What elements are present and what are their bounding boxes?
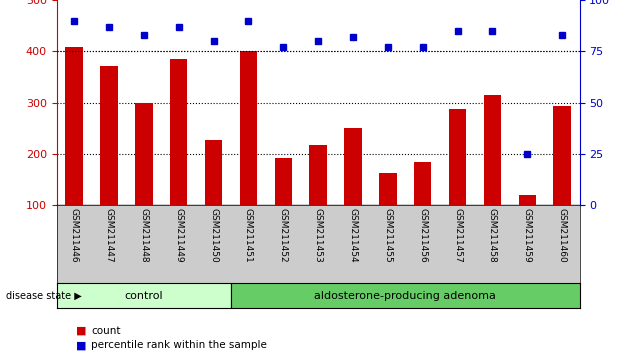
Text: GSM211447: GSM211447	[105, 208, 113, 262]
Text: GSM211452: GSM211452	[279, 208, 288, 262]
Bar	[553, 106, 571, 205]
Bar	[344, 128, 362, 205]
Bar	[66, 47, 83, 205]
Text: GSM211450: GSM211450	[209, 208, 218, 262]
Text: percentile rank within the sample: percentile rank within the sample	[91, 340, 267, 350]
Text: control: control	[125, 291, 163, 301]
Text: GSM211457: GSM211457	[453, 208, 462, 262]
Bar	[205, 139, 222, 205]
Text: GSM211448: GSM211448	[139, 208, 148, 262]
Text: GSM211458: GSM211458	[488, 208, 497, 262]
Text: GSM211459: GSM211459	[523, 208, 532, 262]
Bar	[414, 162, 432, 205]
Text: GSM211449: GSM211449	[175, 208, 183, 262]
Text: GSM211456: GSM211456	[418, 208, 427, 262]
Text: aldosterone-producing adenoma: aldosterone-producing adenoma	[314, 291, 496, 301]
Bar	[100, 66, 118, 205]
Text: GSM211451: GSM211451	[244, 208, 253, 262]
Bar	[518, 195, 536, 205]
Bar	[239, 51, 257, 205]
Text: GSM211454: GSM211454	[348, 208, 357, 262]
Text: ■: ■	[76, 340, 86, 350]
Bar	[135, 103, 152, 205]
Text: GSM211455: GSM211455	[384, 208, 392, 262]
Bar	[57, 283, 231, 308]
Text: ■: ■	[76, 326, 86, 336]
Text: count: count	[91, 326, 121, 336]
Bar	[275, 158, 292, 205]
Bar	[170, 59, 188, 205]
Bar	[379, 173, 396, 205]
Text: GSM211460: GSM211460	[558, 208, 566, 262]
Bar	[309, 145, 327, 205]
Text: GSM211446: GSM211446	[70, 208, 79, 262]
Text: disease state ▶: disease state ▶	[6, 291, 82, 301]
Bar	[484, 95, 501, 205]
Bar	[449, 109, 466, 205]
Bar	[231, 283, 580, 308]
Text: GSM211453: GSM211453	[314, 208, 323, 262]
